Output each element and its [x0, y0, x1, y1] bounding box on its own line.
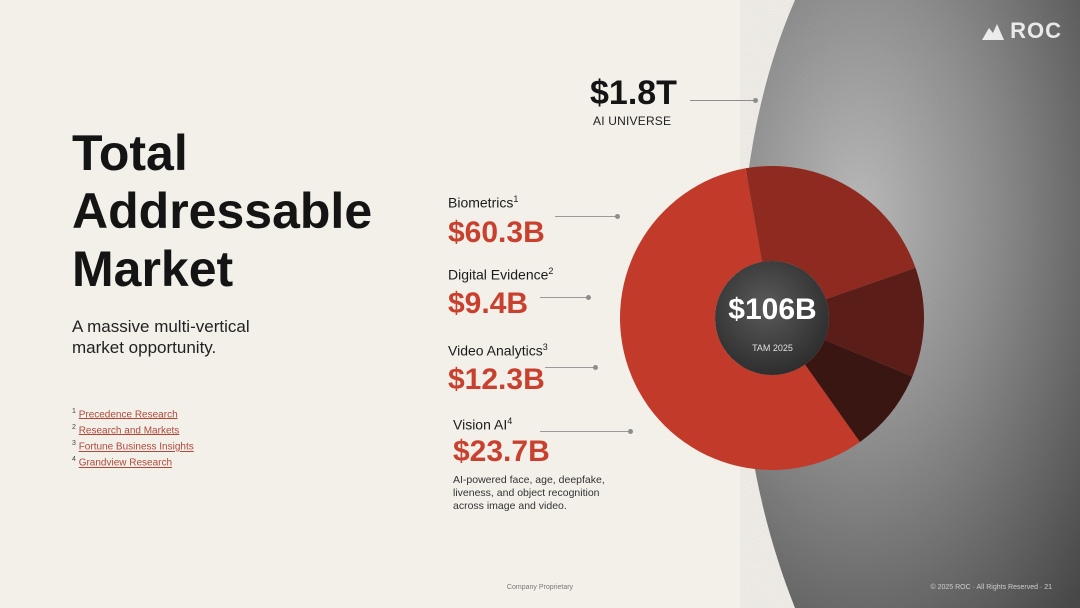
segment-value-biometrics: $60.3B: [448, 216, 545, 249]
title-line: Market: [72, 241, 234, 297]
tam-donut-chart: [620, 165, 924, 471]
tam-total-value: $106B: [728, 293, 817, 326]
donut-slice-digital-evidence: [804, 339, 913, 442]
footnote-number: 2: [72, 424, 76, 432]
segment-value-video-analytics: $12.3B: [448, 363, 545, 396]
segment-leader-line: [540, 297, 588, 298]
segment-label-biometrics: Biometrics1: [448, 194, 519, 211]
footnote-number: 1: [72, 408, 76, 415]
vision-ai-description: AI-powered face, age, deepfake, liveness…: [453, 474, 605, 512]
roc-logo: ROC: [982, 18, 1062, 44]
slide-subtitle: A massive multi-vertical market opportun…: [72, 317, 250, 357]
donut-center: [715, 261, 829, 375]
universe-leader-dot: [753, 98, 758, 103]
footer-proprietary: Company Proprietary: [506, 584, 574, 591]
slide-title: Total Addressable Market: [72, 124, 432, 298]
segment-leader-line: [555, 216, 617, 217]
segment-leader-line: [545, 367, 595, 368]
segment-leader-line: [540, 431, 630, 432]
donut-slice-video-analytics: [824, 267, 924, 377]
segment-label-digital-evidence: Digital Evidence2: [448, 266, 554, 283]
universe-value: $1.8T: [590, 74, 677, 112]
tam-total-label: TAM 2025: [752, 343, 793, 353]
universe-label: AI UNIVERSE: [593, 114, 672, 128]
universe-leader-line: [690, 100, 756, 101]
footnote-link[interactable]: Fortune Business Insights: [78, 441, 194, 453]
donut-slice-vision-ai: [745, 165, 916, 300]
footnote-link[interactable]: Grandview Research: [78, 457, 173, 469]
segment-label-video-analytics: Video Analytics3: [448, 342, 548, 359]
donut-slice-biometrics: [620, 168, 860, 471]
footnotes: 1 Precedence Research 2 Research and Mar…: [72, 406, 194, 471]
segment-value-digital-evidence: $9.4B: [448, 287, 529, 320]
footer-copyright: © 2025 ROC · All Rights Reserved · 21: [930, 584, 1053, 591]
segment-label-vision-ai: Vision AI4: [453, 416, 513, 433]
footnote-number: 4: [72, 456, 76, 464]
mountain-logo-icon: [982, 24, 1005, 40]
logo-text: ROC: [1010, 18, 1062, 43]
segment-leader-dot: [586, 295, 591, 300]
segment-leader-dot: [615, 214, 620, 219]
segment-leader-dot: [628, 429, 633, 434]
title-line: Total: [72, 125, 188, 181]
footnote-link[interactable]: Precedence Research: [78, 409, 178, 421]
title-line: Addressable: [72, 183, 373, 239]
footnote-number: 3: [72, 440, 76, 448]
segment-value-vision-ai: $23.7B: [453, 435, 550, 468]
footnote-link[interactable]: Research and Markets: [78, 425, 180, 437]
segment-leader-dot: [593, 365, 598, 370]
